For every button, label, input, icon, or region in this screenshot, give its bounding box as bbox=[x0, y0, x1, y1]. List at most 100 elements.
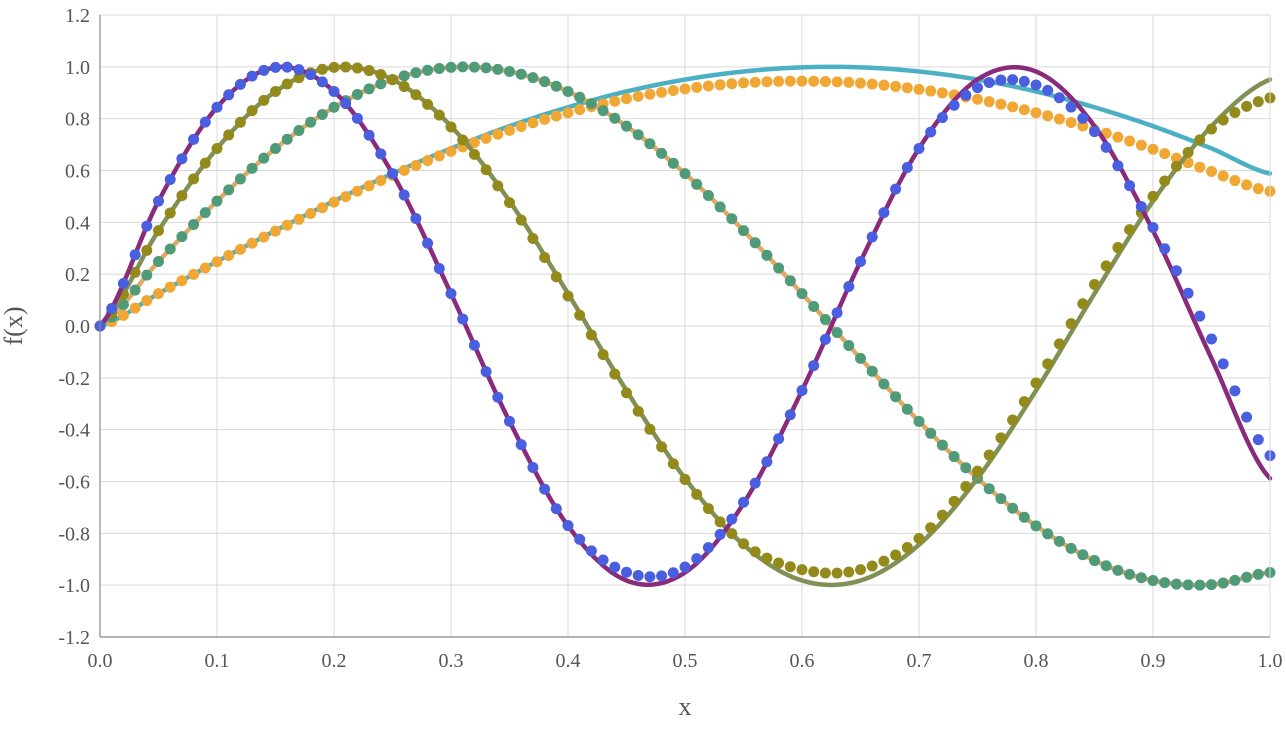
data-point bbox=[773, 557, 785, 569]
data-point bbox=[1065, 542, 1077, 554]
data-point bbox=[1100, 560, 1112, 572]
data-point bbox=[632, 405, 644, 417]
data-point bbox=[1042, 84, 1054, 96]
data-point bbox=[293, 125, 305, 137]
data-point bbox=[539, 252, 551, 264]
data-point bbox=[527, 72, 539, 84]
data-point bbox=[714, 516, 726, 528]
data-point bbox=[585, 545, 597, 557]
data-point bbox=[305, 116, 317, 128]
data-point bbox=[925, 126, 937, 138]
data-point bbox=[1077, 549, 1089, 561]
data-point bbox=[480, 164, 492, 176]
data-point bbox=[504, 415, 515, 427]
data-point bbox=[1206, 166, 1217, 178]
data-point bbox=[550, 503, 562, 515]
data-point bbox=[1030, 377, 1042, 389]
data-point bbox=[387, 168, 398, 180]
data-point bbox=[936, 87, 948, 99]
data-point bbox=[375, 69, 387, 80]
data-point bbox=[843, 76, 855, 88]
data-point bbox=[1170, 160, 1182, 172]
data-point bbox=[433, 109, 445, 121]
data-point bbox=[574, 533, 586, 545]
data-point bbox=[679, 473, 691, 485]
data-point bbox=[375, 148, 387, 160]
data-point bbox=[188, 173, 200, 185]
data-point bbox=[1100, 260, 1112, 272]
data-point bbox=[141, 244, 153, 256]
data-point bbox=[855, 564, 866, 576]
data-point bbox=[773, 433, 785, 445]
data-point bbox=[550, 271, 562, 283]
data-point bbox=[913, 83, 925, 95]
data-point bbox=[422, 237, 434, 249]
data-point bbox=[702, 189, 714, 201]
data-point bbox=[153, 195, 164, 207]
x-tick-label: 0.9 bbox=[1141, 650, 1166, 672]
data-point bbox=[234, 243, 246, 255]
data-point bbox=[129, 249, 141, 261]
series-4-markers bbox=[94, 61, 1276, 591]
data-point bbox=[796, 385, 808, 397]
data-point bbox=[995, 98, 1007, 110]
data-point bbox=[562, 107, 574, 119]
data-point bbox=[363, 65, 375, 77]
data-point bbox=[936, 439, 948, 451]
data-point bbox=[480, 62, 492, 74]
data-point bbox=[1159, 243, 1171, 255]
data-point bbox=[492, 180, 504, 192]
data-point bbox=[117, 278, 129, 290]
data-point bbox=[866, 365, 878, 377]
data-point bbox=[1147, 575, 1159, 586]
data-point bbox=[281, 61, 293, 73]
data-point bbox=[1170, 265, 1182, 277]
data-point bbox=[258, 64, 270, 76]
data-point bbox=[831, 327, 843, 339]
data-point bbox=[539, 76, 551, 88]
y-tick-label: 0.6 bbox=[65, 161, 90, 183]
data-point bbox=[901, 542, 913, 554]
data-point bbox=[328, 196, 340, 208]
data-point bbox=[1124, 568, 1136, 580]
data-point bbox=[1135, 139, 1147, 151]
data-point bbox=[328, 61, 340, 73]
data-point bbox=[328, 101, 340, 113]
data-point bbox=[223, 184, 235, 196]
data-point bbox=[1252, 183, 1264, 195]
data-point bbox=[1030, 107, 1042, 119]
data-point bbox=[831, 567, 843, 579]
data-point bbox=[176, 153, 188, 165]
data-point bbox=[890, 80, 902, 92]
data-point bbox=[878, 555, 890, 567]
data-point bbox=[188, 268, 200, 280]
series-layer bbox=[94, 61, 1276, 591]
y-tick-label: 0.0 bbox=[65, 316, 90, 338]
data-point bbox=[597, 349, 609, 361]
data-point bbox=[129, 266, 141, 278]
data-point bbox=[644, 138, 656, 150]
data-point bbox=[1124, 224, 1136, 236]
data-point bbox=[1112, 160, 1124, 172]
data-point bbox=[585, 329, 597, 341]
data-point bbox=[363, 129, 375, 141]
data-point bbox=[936, 112, 948, 124]
y-tick-label: 0.8 bbox=[65, 109, 90, 131]
data-point bbox=[843, 566, 855, 578]
data-point bbox=[270, 61, 281, 73]
data-point bbox=[129, 302, 141, 314]
data-point bbox=[117, 309, 129, 321]
data-point bbox=[1217, 577, 1229, 589]
data-point bbox=[761, 456, 773, 468]
data-point bbox=[738, 225, 749, 237]
data-point bbox=[702, 542, 714, 554]
data-point bbox=[1252, 434, 1264, 446]
data-point bbox=[550, 80, 562, 92]
data-point bbox=[562, 85, 574, 97]
data-point bbox=[691, 81, 703, 93]
data-point bbox=[270, 225, 281, 237]
data-point bbox=[1030, 520, 1042, 532]
data-point bbox=[1007, 414, 1019, 426]
data-point bbox=[714, 201, 726, 213]
data-point bbox=[422, 98, 434, 110]
